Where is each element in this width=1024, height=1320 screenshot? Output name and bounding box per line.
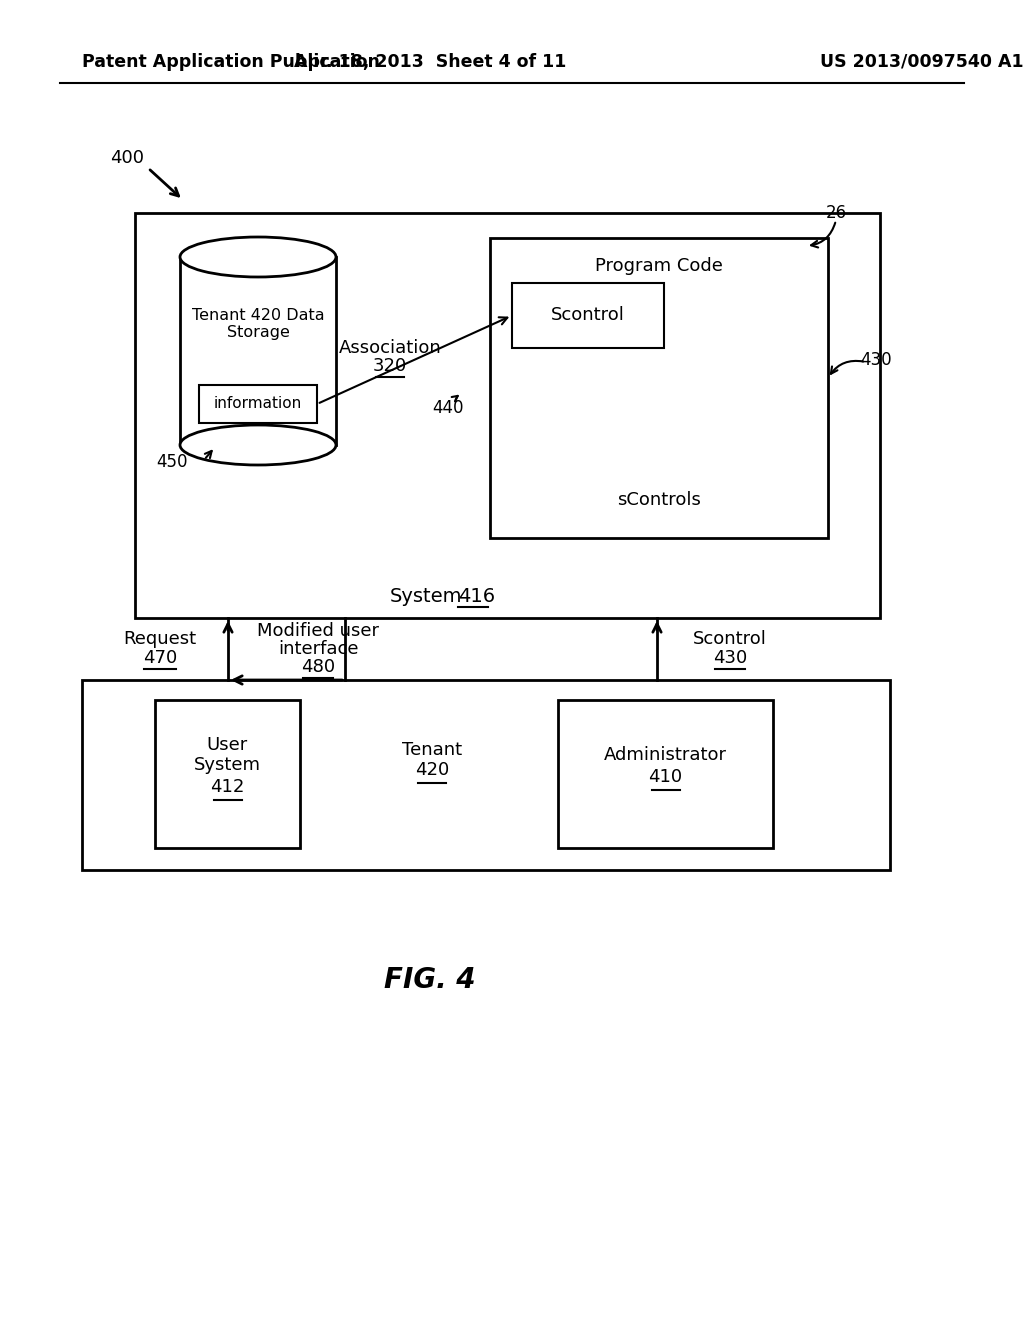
- Text: FIG. 4: FIG. 4: [384, 966, 476, 994]
- Text: US 2013/0097540 A1: US 2013/0097540 A1: [820, 53, 1024, 71]
- Text: Program Code: Program Code: [595, 257, 723, 275]
- Text: Tenant 420 Data: Tenant 420 Data: [191, 308, 325, 322]
- Text: User: User: [207, 737, 248, 754]
- Text: 26: 26: [825, 205, 847, 222]
- Text: 400: 400: [110, 149, 144, 168]
- Text: Scontrol: Scontrol: [693, 630, 767, 648]
- Ellipse shape: [180, 238, 336, 277]
- Text: 320: 320: [373, 356, 408, 375]
- Text: Administrator: Administrator: [604, 746, 727, 764]
- Text: 450: 450: [157, 453, 188, 471]
- Text: Modified user: Modified user: [257, 622, 379, 640]
- Bar: [199, 385, 317, 422]
- Bar: [558, 700, 773, 847]
- Text: sControls: sControls: [617, 491, 701, 510]
- Text: Request: Request: [124, 630, 197, 648]
- Text: Storage: Storage: [226, 326, 290, 341]
- Text: 430: 430: [860, 351, 892, 370]
- Text: 430: 430: [713, 649, 748, 667]
- Text: 470: 470: [143, 649, 177, 667]
- Text: Scontrol: Scontrol: [551, 306, 625, 325]
- Text: 412: 412: [210, 777, 245, 796]
- Text: 480: 480: [301, 657, 335, 676]
- Text: Tenant: Tenant: [402, 741, 462, 759]
- Bar: [135, 213, 880, 618]
- Ellipse shape: [180, 425, 336, 465]
- Text: Association: Association: [339, 339, 441, 356]
- Bar: [155, 700, 300, 847]
- Bar: [512, 282, 664, 348]
- Text: information: information: [214, 396, 302, 412]
- Text: 410: 410: [648, 768, 683, 785]
- Bar: [490, 238, 828, 539]
- Text: Patent Application Publication: Patent Application Publication: [82, 53, 380, 71]
- Text: Apr. 18, 2013  Sheet 4 of 11: Apr. 18, 2013 Sheet 4 of 11: [294, 53, 566, 71]
- Text: System: System: [194, 756, 261, 774]
- Text: interface: interface: [278, 640, 358, 657]
- Text: 440: 440: [432, 399, 464, 417]
- Text: 420: 420: [415, 762, 450, 779]
- Text: 416: 416: [458, 586, 496, 606]
- Bar: [82, 680, 890, 870]
- Text: System: System: [390, 586, 463, 606]
